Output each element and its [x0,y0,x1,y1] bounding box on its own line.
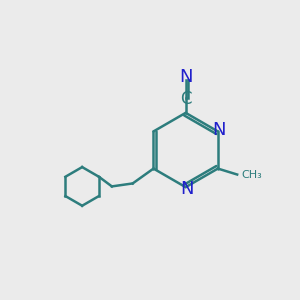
Text: N: N [179,68,192,85]
Text: N: N [180,180,194,198]
Text: CH₃: CH₃ [242,169,262,179]
Text: N: N [213,121,226,139]
Text: C: C [180,90,191,108]
